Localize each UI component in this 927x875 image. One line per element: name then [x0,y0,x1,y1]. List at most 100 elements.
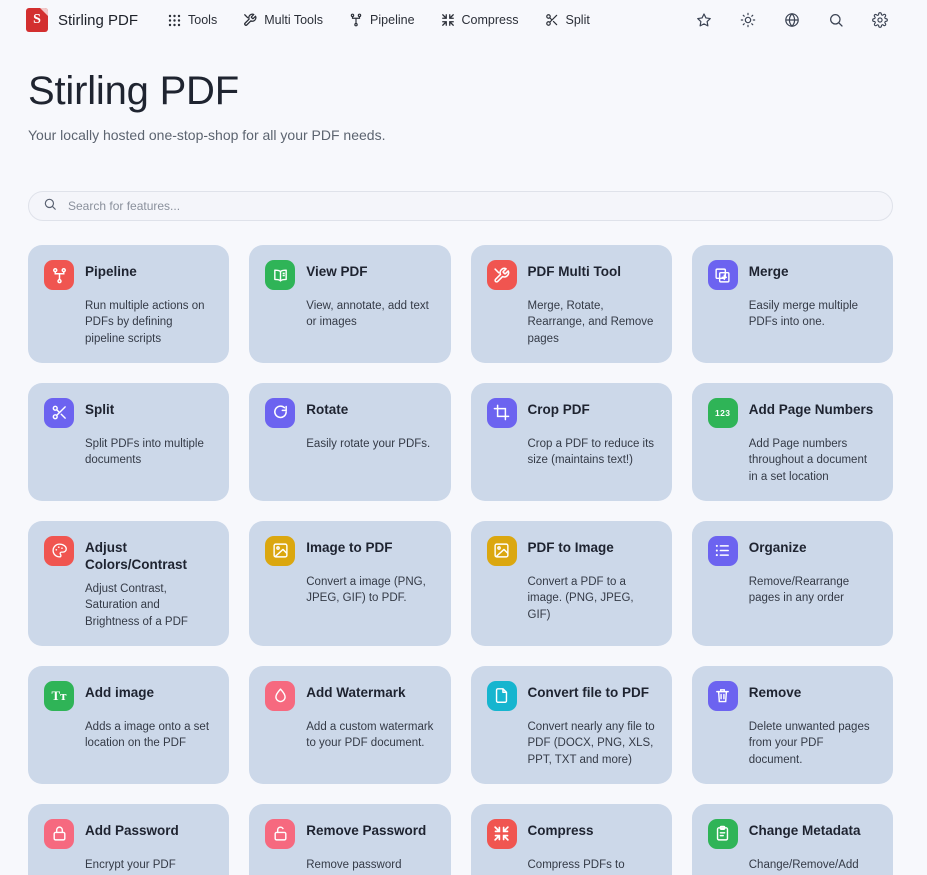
nav-item-compress[interactable]: Compress [441,13,519,27]
feature-card[interactable]: View PDF View, annotate, add text or imag… [249,245,451,363]
gear-icon[interactable] [871,11,889,29]
feature-card[interactable]: Add Password Encrypt your PDF document wi… [28,803,230,875]
merge-icon [707,260,738,290]
feature-card-header: Rotate [265,397,434,428]
feature-card-description: Add Page numbers throughout a document i… [748,437,868,483]
text-format-icon: Tᴛ [44,680,74,711]
nav-item-pipeline[interactable]: Pipeline [349,13,415,27]
feature-card-description: Convert a PDF to a image. (PNG, JPEG, GI… [527,575,634,621]
nav-item-pipeline-label: Pipeline [370,13,415,27]
feature-card-header: Compress [486,818,656,849]
palette-icon [44,535,74,566]
sun-icon[interactable] [739,11,757,29]
feature-card-title: Image to PDF [306,539,393,555]
feature-card-description: Adds a image onto a set location on the … [85,720,210,750]
feature-card-description: Change/Remove/Add metadata from a PDF do… [748,858,859,871]
search-input[interactable] [68,199,878,213]
globe-icon[interactable] [783,11,801,29]
feature-card[interactable]: Crop PDF Crop a PDF to reduce its size (m… [470,382,672,501]
feature-card[interactable]: Convert file to PDF Convert nearly any fi… [470,665,672,784]
pipeline-icon [349,13,363,27]
feature-card-header: Remove Password [265,818,434,849]
feature-card-description: Split PDFs into multiple documents [85,437,204,467]
feature-card-header: Convert file to PDF [486,680,656,711]
feature-card[interactable]: PDF Multi Tool Merge, Rotate, Rearrange, … [470,245,672,363]
nav-links: Tools Multi Tools Pipeline [168,13,590,27]
lock-open-icon [265,818,296,849]
feature-card-header: Crop PDF [486,397,656,428]
feature-card[interactable]: Change Metadata Change/Remove/Add metadat… [691,803,893,875]
feature-card[interactable]: PDF to Image Convert a PDF to a image. (P… [470,520,672,646]
stirling-pdf-logo-icon: S [26,8,48,32]
nav-item-split-label: Split [565,13,590,27]
brand-name: Stirling PDF [58,11,139,29]
feature-card[interactable]: Merge Easily merge multiple PDFs into one… [691,245,893,363]
tools-icon [243,13,257,27]
feature-card-description: Compress PDFs to reduce their file size. [527,858,625,871]
feature-card-header: PDF to Image [486,535,656,566]
feature-card-title: Change Metadata [748,822,861,838]
feature-card-title: Add Page Numbers [748,401,874,417]
star-icon[interactable] [695,11,713,29]
list-icon [707,535,738,566]
feature-card-description: Convert nearly any file to PDF (DOCX, PN… [527,720,655,766]
feature-card-description: Add a custom watermark to your PDF docum… [306,720,434,750]
feature-card-description: Adjust Contrast, Saturation and Brightne… [85,582,188,628]
feature-card-title: Add Watermark [306,684,406,700]
search-icon[interactable] [827,11,845,29]
feature-card-title: Remove [748,684,802,700]
scissors-icon [545,13,559,27]
feature-card-description: View, annotate, add text or images [306,300,429,329]
feature-card[interactable]: Rotate Easily rotate your PDFs. [249,382,451,501]
feature-card[interactable]: Tᴛ Add image Adds a image onto a set locat… [28,665,230,784]
image-icon [265,535,296,566]
compress-icon [441,13,455,27]
feature-card-header: Adjust Colors/Contrast [44,535,213,573]
feature-card[interactable]: Add Watermark Add a custom watermark to y… [249,665,451,784]
feature-card-description: Run multiple actions on PDFs by defining… [85,300,205,345]
nav-item-split[interactable]: Split [545,13,590,27]
feature-card-grid: Pipeline Run multiple actions on PDFs by … [28,245,893,875]
feature-card[interactable]: Compress Compress PDFs to reduce their fi… [470,803,672,875]
feature-card-title: Adjust Colors/Contrast [85,539,188,572]
lock-closed-icon [44,818,74,849]
nav-item-multi-tools[interactable]: Multi Tools [243,13,323,27]
feature-card[interactable]: 123 Add Page Numbers Add Page numbers thro… [691,382,893,501]
feature-card-header: Add Password [44,818,213,849]
feature-card-description: Remove/Rearrange pages in any order [748,575,850,605]
feature-card-title: Remove Password [306,822,427,838]
feature-card-header: Add Watermark [265,680,434,711]
feature-card-title: Split [85,401,115,417]
feature-card-description: Delete unwanted pages from your PDF docu… [748,720,870,766]
feature-card-title: Compress [527,822,594,838]
feature-card[interactable]: Remove Delete unwanted pages from your PD… [691,665,893,784]
feature-card[interactable]: Adjust Colors/Contrast Adjust Contrast, S… [28,520,230,646]
feature-card-title: Add Password [85,822,179,838]
feature-card[interactable]: Split Split PDFs into multiple documents [28,382,230,501]
search-icon [43,197,57,216]
logo-letter: S [33,12,41,27]
feature-card-title: Merge [748,264,789,279]
nav-item-tools-label: Tools [188,13,218,27]
feature-search-bar[interactable] [28,191,893,221]
feature-card-description: Merge, Rotate, Rearrange, and Remove pag… [527,300,654,345]
brand-home-link[interactable]: S Stirling PDF [26,8,138,32]
feature-card-description: Remove password protection from your PDF… [306,858,402,871]
rotate-icon [265,397,296,428]
feature-card[interactable]: Image to PDF Convert a image (PNG, JPEG, … [249,520,451,646]
feature-card-header: Image to PDF [265,535,434,566]
feature-card-title: PDF to Image [527,539,614,555]
feature-card-header: Change Metadata [707,818,877,849]
feature-card-title: Crop PDF [527,401,590,417]
crop-icon [486,397,517,428]
feature-card-title: Organize [748,539,807,555]
nav-item-tools[interactable]: Tools [168,13,217,27]
scissors-icon [44,397,74,428]
compress-icon [486,818,517,849]
feature-card-header: View PDF [265,259,434,290]
feature-card[interactable]: Remove Password Remove password protectio… [249,803,451,875]
book-open-icon [265,260,296,290]
feature-card[interactable]: Pipeline Run multiple actions on PDFs by … [28,245,230,363]
feature-card-header: Split [44,397,213,428]
feature-card[interactable]: Organize Remove/Rearrange pages in any or… [691,520,893,646]
